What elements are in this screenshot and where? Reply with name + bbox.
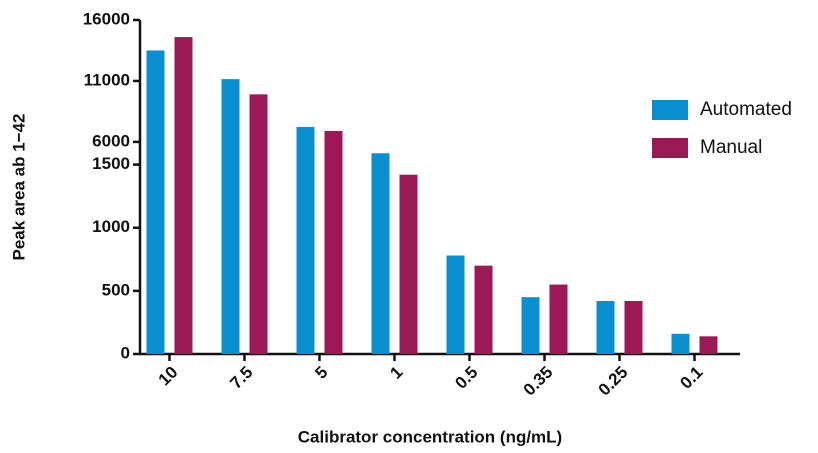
bar	[521, 297, 540, 354]
bar	[474, 265, 493, 354]
bar	[624, 300, 643, 354]
x-tick-label: 5	[311, 363, 331, 383]
y-tick-label: 11000	[84, 70, 130, 89]
bar	[371, 153, 390, 354]
legend-swatch	[652, 100, 688, 120]
bar	[146, 50, 165, 354]
y-tick-label: 0	[121, 343, 130, 362]
legend-label: Automated	[700, 99, 792, 120]
legend-swatch	[652, 138, 688, 158]
bar	[699, 336, 718, 354]
x-tick-label: 0.1	[676, 363, 706, 393]
x-tick-label: 0.35	[520, 363, 557, 400]
x-tick-label: 0.5	[451, 363, 481, 393]
x-tick-label: 10	[155, 363, 182, 390]
bar	[174, 37, 193, 355]
y-tick-label: 1000	[92, 217, 130, 236]
y-tick-label: 500	[102, 280, 130, 299]
bar	[296, 126, 315, 354]
x-tick-label: 1	[386, 363, 406, 383]
bar	[671, 333, 690, 354]
x-tick-label: 0.25	[595, 363, 632, 400]
y-tick-label: 6000	[92, 131, 130, 150]
bar	[549, 284, 568, 354]
bar	[399, 174, 418, 354]
y-axis-title: Peak area ab 1−42	[9, 114, 28, 261]
bar	[249, 94, 268, 354]
bar	[596, 300, 615, 354]
bar	[446, 255, 465, 354]
y-tick-label: 1500	[92, 154, 130, 173]
legend-label: Manual	[700, 137, 762, 158]
bar	[324, 130, 343, 354]
x-axis-title: Calibrator concentration (ng/mL)	[298, 427, 562, 446]
bar	[221, 79, 240, 354]
x-tick-label: 7.5	[226, 363, 256, 393]
y-tick-label: 16000	[83, 9, 130, 28]
